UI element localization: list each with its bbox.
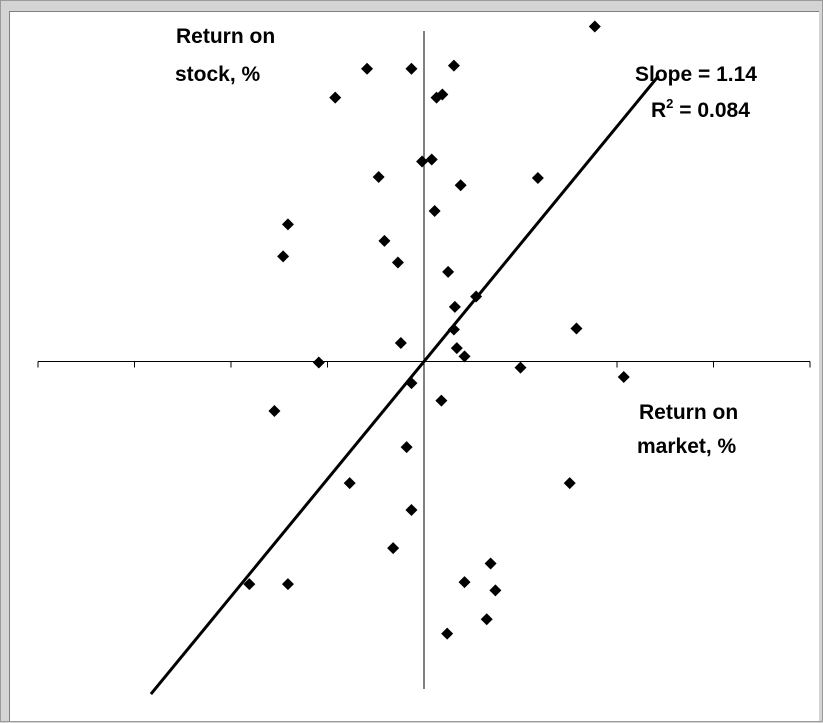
- data-point: [243, 578, 256, 591]
- r-squared-symbol: R: [651, 99, 667, 122]
- data-point: [454, 179, 467, 192]
- data-point: [570, 322, 583, 335]
- data-point: [441, 627, 454, 640]
- data-point: [436, 88, 449, 101]
- data-point: [312, 356, 325, 369]
- r-squared-superscript: 2: [666, 96, 674, 111]
- regression-line: [149, 74, 660, 696]
- data-point: [405, 503, 418, 516]
- data-point: [442, 265, 455, 278]
- data-point: [458, 576, 471, 589]
- data-point: [514, 361, 527, 374]
- data-point: [329, 91, 342, 104]
- y-axis-label-line-2: stock, %: [175, 63, 261, 86]
- r-squared-value: = 0.084: [673, 99, 750, 122]
- data-point: [416, 155, 429, 168]
- data-point: [484, 557, 497, 570]
- data-point: [480, 613, 493, 626]
- data-point: [425, 153, 438, 166]
- data-point: [361, 62, 374, 75]
- x-axis-label-line-2: market, %: [637, 435, 737, 458]
- plot-area: [9, 11, 819, 721]
- data-point: [447, 323, 460, 336]
- data-point: [394, 336, 407, 349]
- data-point: [281, 218, 294, 231]
- data-point: [563, 477, 576, 490]
- data-point: [458, 350, 471, 363]
- data-point: [448, 300, 461, 313]
- data-point: [400, 441, 413, 454]
- data-point: [405, 62, 418, 75]
- data-point: [617, 370, 630, 383]
- data-point: [277, 250, 290, 263]
- data-point: [268, 404, 281, 417]
- data-point: [489, 584, 502, 597]
- data-point: [428, 204, 441, 217]
- data-point: [531, 172, 544, 185]
- data-point: [391, 256, 404, 269]
- r-squared-annotation: R2 = 0.084: [651, 96, 750, 127]
- y-axis-label-line-1: Return on: [176, 25, 276, 48]
- data-point: [378, 234, 391, 247]
- data-point: [450, 342, 463, 355]
- slope-annotation: Slope = 1.14: [635, 63, 757, 86]
- data-point: [405, 377, 418, 390]
- data-point: [343, 477, 356, 490]
- data-point: [447, 59, 460, 72]
- data-point: [372, 170, 385, 183]
- data-point: [435, 394, 448, 407]
- x-axis-label-line-1: Return on: [639, 401, 739, 424]
- data-point: [588, 20, 601, 33]
- data-point: [387, 542, 400, 555]
- data-point: [281, 578, 294, 591]
- data-point: [470, 290, 483, 303]
